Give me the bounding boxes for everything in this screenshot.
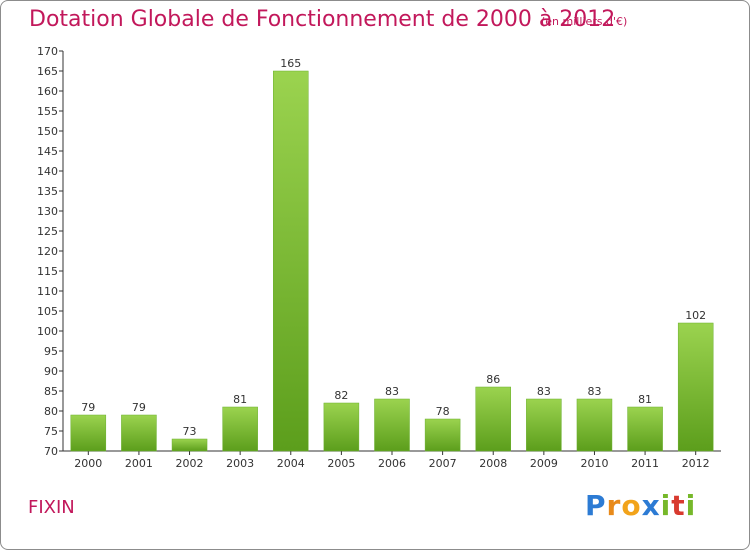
y-tick-label: 145 (37, 145, 58, 158)
bar (475, 386, 511, 452)
commune-name: FIXIN (28, 497, 75, 518)
y-axis: 70 75 80 85 90 95 100 105 110 115 120 125 130 135 140 1… (37, 45, 64, 458)
y-tick-label: 110 (37, 285, 58, 298)
value-label: 83 (587, 385, 601, 398)
y-tick-label: 165 (37, 65, 58, 78)
bar (526, 398, 562, 452)
x-tick-label: 2006 (378, 457, 406, 470)
bar (374, 398, 410, 452)
value-label: 79 (132, 401, 146, 414)
value-label: 82 (334, 389, 348, 402)
bar (222, 406, 258, 452)
y-tick-label: 80 (44, 405, 58, 418)
y-tick-label: 160 (37, 85, 58, 98)
x-tick-label: 2000 (74, 457, 102, 470)
x-tick-label: 2005 (327, 457, 355, 470)
value-label: 86 (486, 373, 500, 386)
logo-letter: i (685, 489, 697, 522)
chart-subtitle: (en milliers d'€) (541, 15, 628, 28)
y-tick-label: 120 (37, 245, 58, 258)
value-label: 102 (685, 309, 706, 322)
x-tick-label: 2007 (429, 457, 457, 470)
x-tick-label: 2011 (631, 457, 659, 470)
x-tick-label: 2004 (277, 457, 305, 470)
chart-title: Dotation Globale de Fonctionnement de 20… (29, 7, 616, 32)
y-tick-label: 150 (37, 125, 58, 138)
proxiti-logo: Proxiti (585, 489, 696, 522)
y-tick-label: 85 (44, 385, 58, 398)
bar (171, 438, 208, 452)
bar (627, 406, 663, 452)
logo-letter: i (660, 489, 672, 522)
logo-letter: P (585, 489, 607, 522)
value-label: 83 (537, 385, 551, 398)
bar (677, 322, 714, 452)
logo-letter: x (641, 489, 661, 522)
logo-letter: o (621, 489, 642, 522)
bar (576, 398, 613, 452)
value-label: 81 (638, 393, 652, 406)
bar (273, 70, 309, 452)
value-labels-group: 79 79 73 81 165 82 83 78 86 83 83 81 102 (81, 57, 706, 438)
bar (70, 414, 107, 452)
y-tick-label: 170 (37, 45, 58, 58)
y-tick-label: 155 (37, 105, 58, 118)
bar (121, 414, 157, 452)
bar (424, 418, 461, 452)
value-label: 81 (233, 393, 247, 406)
value-label: 83 (385, 385, 399, 398)
value-label: 78 (436, 405, 450, 418)
x-tick-label: 2003 (226, 457, 254, 470)
x-tick-label: 2009 (530, 457, 558, 470)
y-tick-label: 140 (37, 165, 58, 178)
x-tick-label: 2012 (682, 457, 710, 470)
x-tick-label: 2010 (580, 457, 608, 470)
y-tick-label: 70 (44, 445, 58, 458)
y-tick-label: 125 (37, 225, 58, 238)
x-tick-label: 2002 (176, 457, 204, 470)
y-tick-label: 105 (37, 305, 58, 318)
x-tick-label: 2001 (125, 457, 153, 470)
x-tick-label: 2008 (479, 457, 507, 470)
logo-letter: r (606, 489, 622, 522)
y-tick-label: 130 (37, 205, 58, 218)
y-tick-label: 95 (44, 345, 58, 358)
value-label: 79 (81, 401, 95, 414)
bar (323, 402, 360, 452)
x-axis: 2000 2001 2002 2003 2004 2005 2006 2007 2008 2009… (63, 450, 721, 470)
y-tick-label: 115 (37, 265, 58, 278)
value-label: 73 (183, 425, 197, 438)
bars-group (70, 70, 714, 452)
y-tick-label: 135 (37, 185, 58, 198)
value-label: 165 (280, 57, 301, 70)
y-tick-label: 90 (44, 365, 58, 378)
y-tick-label: 75 (44, 425, 58, 438)
y-tick-label: 100 (37, 325, 58, 338)
logo-letter: t (671, 489, 686, 522)
